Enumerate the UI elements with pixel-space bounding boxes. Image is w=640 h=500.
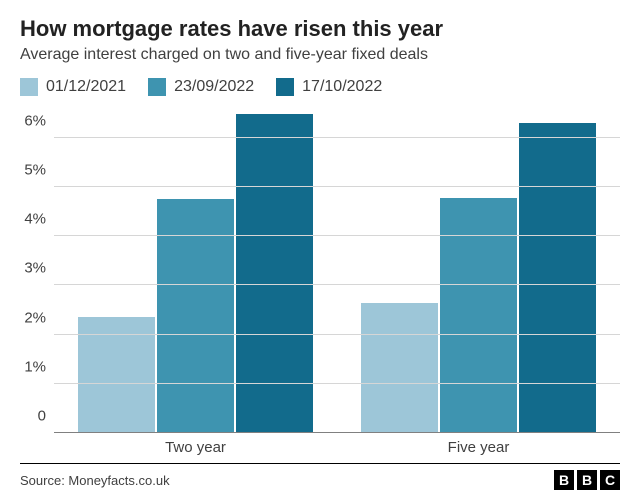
- y-tick: 6%: [24, 112, 46, 129]
- plot-wrap: Two yearFive year: [54, 108, 620, 457]
- grid-line: [54, 432, 620, 433]
- chart-card: How mortgage rates have risen this year …: [0, 0, 640, 500]
- legend-item: 01/12/2021: [20, 78, 126, 96]
- source-text: Source: Moneyfacts.co.uk: [20, 473, 170, 488]
- y-tick: 4%: [24, 211, 46, 228]
- plot: [54, 108, 620, 433]
- chart-subtitle: Average interest charged on two and five…: [20, 46, 620, 64]
- bar-group: [337, 108, 620, 433]
- legend-swatch: [148, 78, 166, 96]
- bar: [361, 303, 438, 433]
- bar-groups: [54, 108, 620, 433]
- legend-label: 17/10/2022: [302, 78, 382, 96]
- y-tick: 5%: [24, 161, 46, 178]
- grid-line: [54, 334, 620, 335]
- footer: Source: Moneyfacts.co.uk BBC: [20, 463, 620, 490]
- y-tick: 2%: [24, 309, 46, 326]
- y-tick: 0: [38, 408, 46, 425]
- y-tick: 1%: [24, 358, 46, 375]
- bar: [519, 123, 596, 433]
- chart-title: How mortgage rates have risen this year: [20, 16, 620, 42]
- grid-line: [54, 186, 620, 187]
- bar: [440, 198, 517, 433]
- bbc-logo: BBC: [554, 470, 620, 490]
- x-category: Two year: [54, 433, 337, 457]
- legend-swatch: [20, 78, 38, 96]
- legend: 01/12/2021 23/09/2022 17/10/2022: [20, 78, 620, 96]
- grid-line: [54, 235, 620, 236]
- chart-area: 0 1% 2% 3% 4% 5% 6% Two yearFive year: [20, 108, 620, 457]
- x-category: Five year: [337, 433, 620, 457]
- y-axis: 0 1% 2% 3% 4% 5% 6%: [20, 108, 54, 433]
- legend-label: 01/12/2021: [46, 78, 126, 96]
- bbc-block: B: [554, 470, 574, 490]
- bbc-block: B: [577, 470, 597, 490]
- bar: [236, 114, 313, 433]
- grid-line: [54, 137, 620, 138]
- bbc-block: C: [600, 470, 620, 490]
- bar-group: [54, 108, 337, 433]
- legend-item: 23/09/2022: [148, 78, 254, 96]
- legend-label: 23/09/2022: [174, 78, 254, 96]
- x-axis: Two yearFive year: [54, 433, 620, 457]
- grid-line: [54, 383, 620, 384]
- legend-swatch: [276, 78, 294, 96]
- legend-item: 17/10/2022: [276, 78, 382, 96]
- bar: [78, 317, 155, 433]
- grid-line: [54, 284, 620, 285]
- y-tick: 3%: [24, 260, 46, 277]
